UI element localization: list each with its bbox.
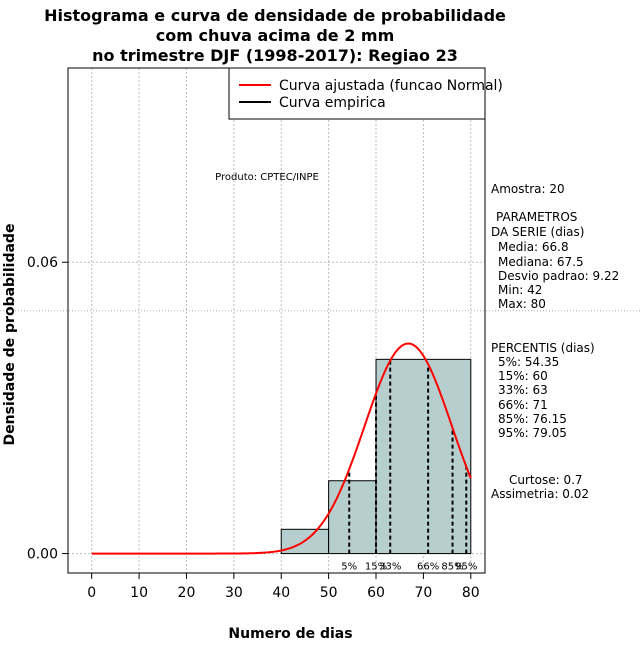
curtose-text: Curtose: 0.7 [509, 473, 583, 487]
percentile-label-1: 15% [365, 562, 387, 573]
x-axis-title: Numero de dias [228, 626, 352, 642]
percentil-33: 33%: 63 [498, 383, 548, 397]
assimetria-text: Assimetria: 0.02 [491, 487, 590, 501]
percentil-85: 85%: 76.15 [498, 412, 567, 426]
x-tick-label-3: 30 [225, 585, 243, 601]
legend-label-1: Curva empirica [279, 95, 386, 111]
percentile-label-4: 85% [441, 562, 463, 573]
y-axis-title: Densidade de probabilidade [2, 224, 18, 446]
percentile-label-5: 95% [455, 562, 477, 573]
histogram-bar-2 [375, 358, 472, 555]
param-mediana: Mediana: 67.5 [498, 255, 584, 269]
percentile-label-3: 66% [417, 562, 439, 573]
y-tick-label-1: 0.06 [27, 255, 58, 271]
x-tick-label-5: 50 [320, 585, 338, 601]
amostra-text: Amostra: 20 [491, 182, 565, 196]
normal-fit-curve [91, 342, 472, 555]
params-header-2: DA SERIE (dias) [491, 225, 585, 239]
percentile-label-2: 33% [379, 562, 401, 573]
x-tick-label-6: 60 [367, 585, 385, 601]
percentil-15: 15%: 60 [498, 369, 548, 383]
x-tick-label-8: 80 [462, 585, 480, 601]
chart-title-line-2: com chuva acima de 2 mm [155, 26, 395, 45]
chart-title-line-3: no trimestre DJF (1998-2017): Regiao 23 [92, 46, 458, 65]
param-min: Min: 42 [498, 283, 543, 297]
percentis-header: PERCENTIS (dias) [491, 341, 595, 355]
percentil-5: 5%: 54.35 [498, 355, 560, 369]
percentile-label-0: 5% [341, 562, 357, 573]
watermark-text: Produto: CPTEC/INPE [215, 172, 319, 183]
histogram-bar-1 [328, 480, 377, 555]
chart-title-line-1: Histograma e curva de densidade de proba… [44, 6, 506, 25]
param-desvio: Desvio padrao: 9.22 [498, 269, 620, 283]
x-tick-label-4: 40 [272, 585, 290, 601]
legend-box [228, 67, 486, 120]
param-max: Max: 80 [498, 297, 546, 311]
y-tick-label-0: 0.00 [27, 547, 58, 563]
x-tick-label-2: 20 [178, 585, 196, 601]
x-tick-label-0: 0 [87, 585, 96, 601]
legend-label-0: Curva ajustada (funcao Normal) [279, 78, 503, 94]
param-media: Media: 66.8 [498, 240, 569, 254]
x-tick-label-7: 70 [414, 585, 432, 601]
x-tick-label-1: 10 [130, 585, 148, 601]
percentil-66: 66%: 71 [498, 398, 548, 412]
params-header-1: PARAMETROS [496, 210, 578, 224]
percentil-95: 95%: 79.05 [498, 426, 567, 440]
